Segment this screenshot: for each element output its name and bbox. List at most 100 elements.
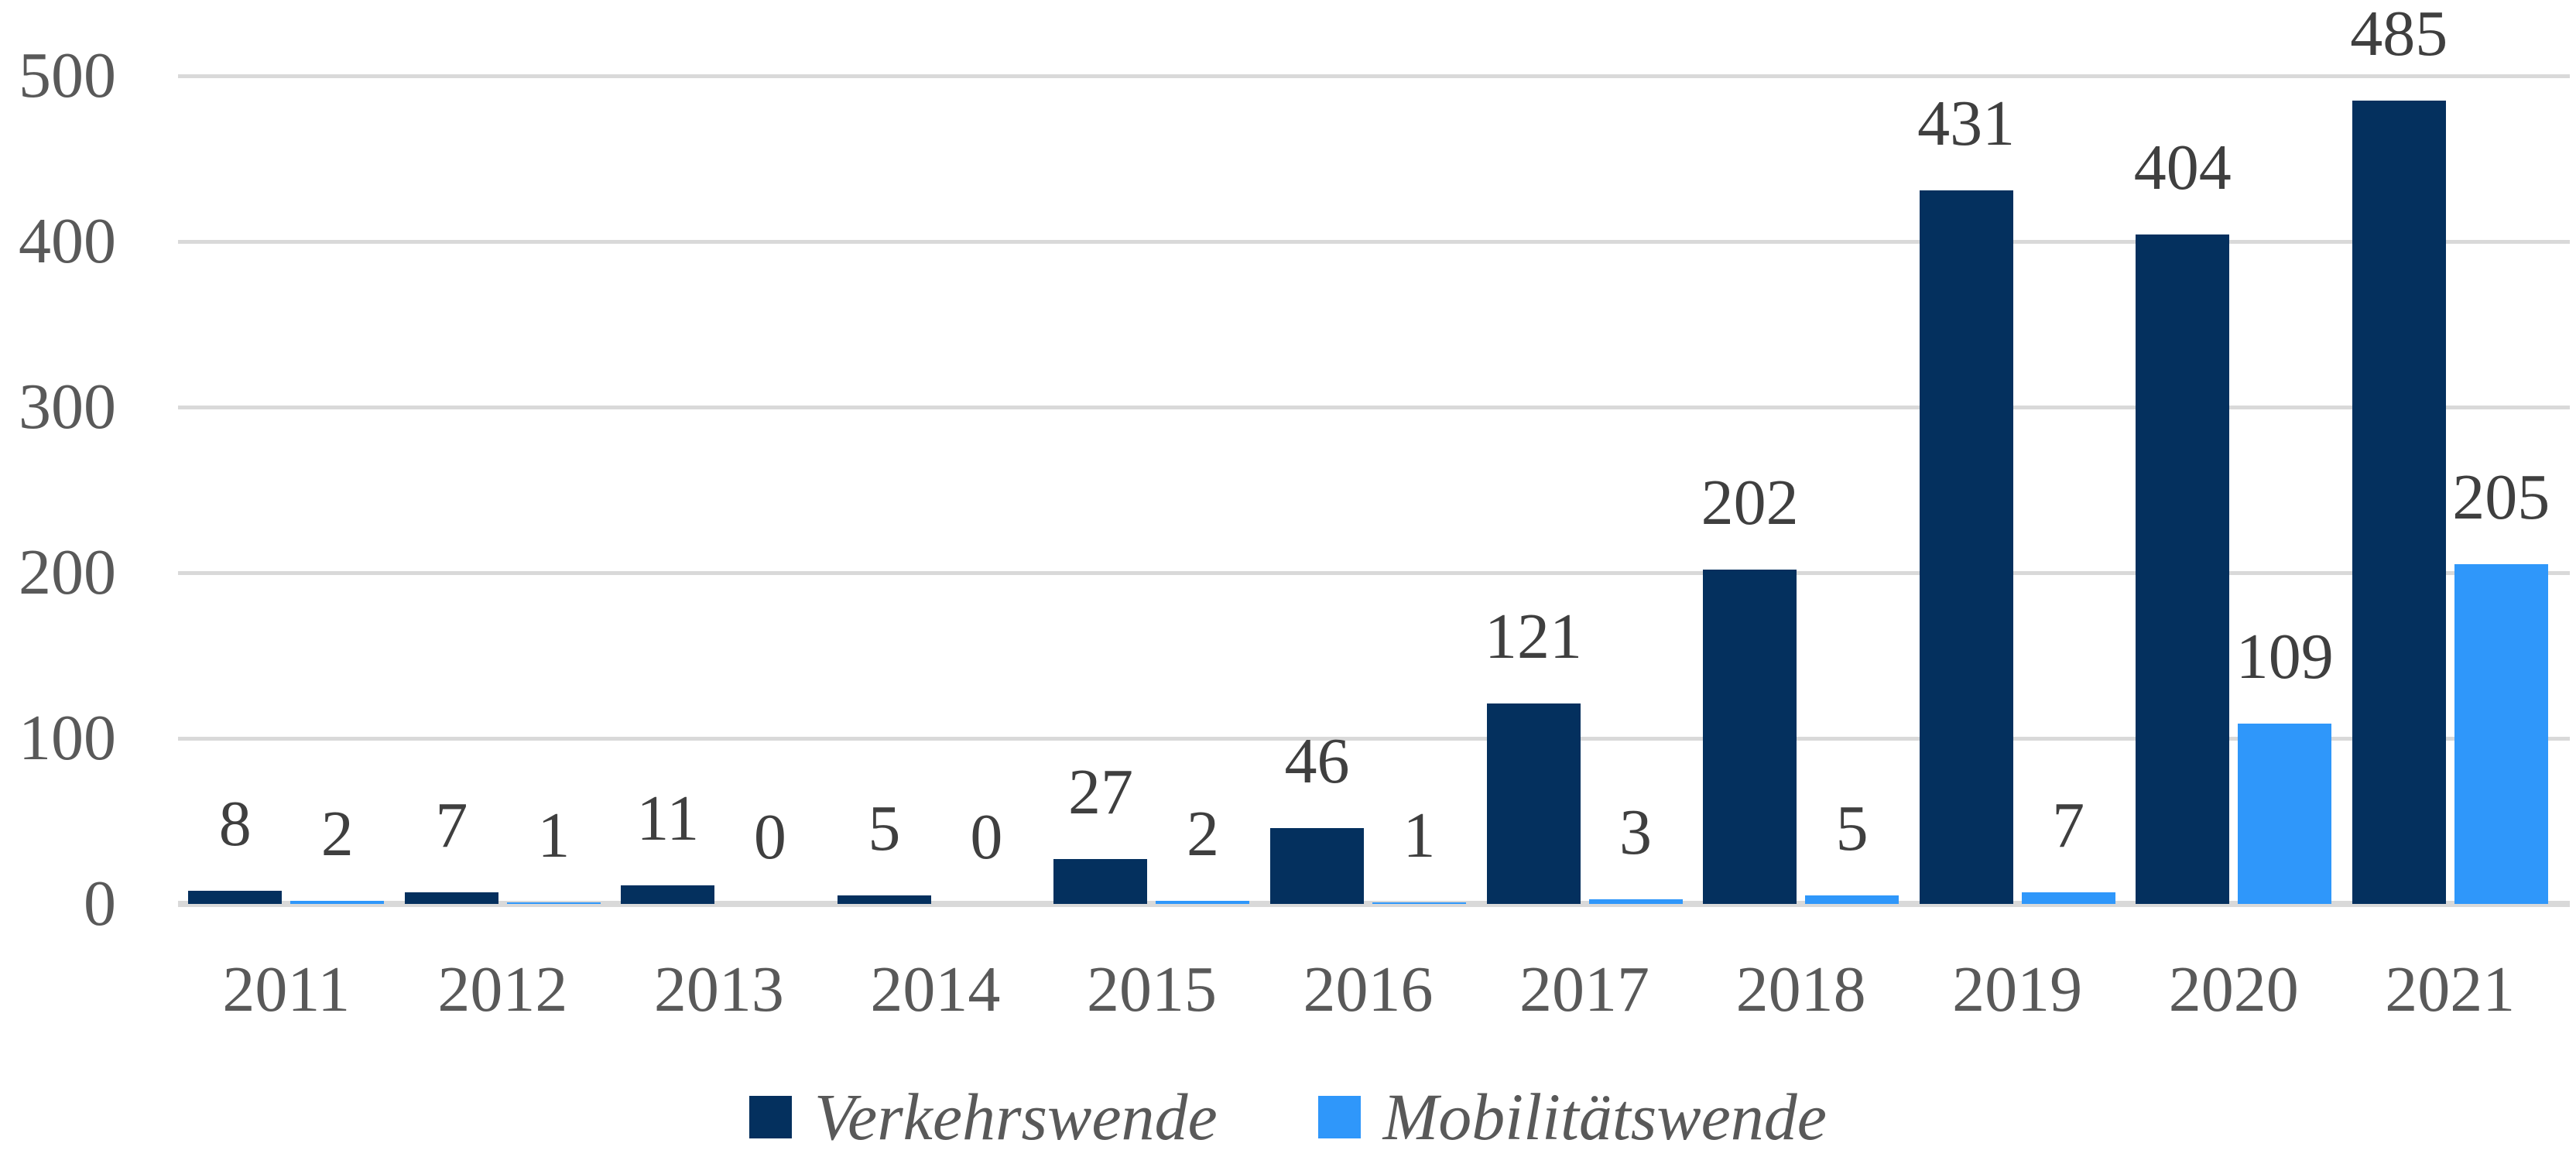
bar-column-mobilitätswende-2015: 2 (1156, 76, 1250, 904)
legend-label-verkehrswende: Verkehrswende (814, 1080, 1218, 1154)
bar-group-2019: 431 7 2019 (1909, 76, 2126, 1022)
bar-mobilitätswende-2019 (2021, 892, 2115, 904)
bar-column-mobilitätswende-2014: 0 (940, 76, 1033, 904)
bar-group-2018: 202 5 2018 (1693, 76, 1910, 1022)
x-axis-label-2015: 2015 (1086, 953, 1217, 1025)
x-axis-label-2020: 2020 (2168, 953, 2299, 1025)
legend-entry-verkehrswende: Verkehrswende (749, 1083, 1218, 1150)
y-tick-label-0: 0 (84, 868, 116, 940)
legend: Verkehrswende Mobilitätswende (0, 1083, 2576, 1150)
x-axis-label-2012: 2012 (437, 953, 568, 1025)
bar-group-2013: 11 0 2013 (611, 76, 827, 1022)
bar-verkehrswende-2011 (188, 890, 283, 904)
gridline-400 (178, 239, 2570, 244)
bar-group-2015: 27 2 2015 (1043, 76, 1260, 1022)
bar-verkehrswende-2019 (1919, 190, 2013, 904)
data-label-verkehrswende-2015: 27 (1067, 756, 1133, 829)
data-label-mobilitätswende-2020: 109 (2235, 620, 2334, 693)
data-label-verkehrswende-2012: 7 (435, 789, 468, 862)
bar-mobilitätswende-2015 (1156, 900, 1250, 904)
bar-column-verkehrswende-2014: 5 (837, 76, 931, 904)
bar-verkehrswende-2016 (1270, 827, 1364, 904)
data-label-verkehrswende-2021: 485 (2350, 0, 2448, 70)
x-axis-label-2013: 2013 (653, 953, 784, 1025)
bar-verkehrswende-2021 (2352, 101, 2446, 904)
bar-column-verkehrswende-2021: 485 (2350, 2, 2448, 904)
bar-group-2011: 8 2 2011 (178, 76, 395, 1022)
bar-verkehrswende-2015 (1053, 859, 1148, 904)
bar-mobilitätswende-2020 (2238, 723, 2332, 904)
y-tick-label-500: 500 (19, 39, 116, 111)
x-axis-label-2011: 2011 (222, 953, 351, 1025)
gridline-0 (178, 901, 2570, 907)
data-label-verkehrswende-2013: 11 (636, 782, 700, 855)
legend-entry-mobilitaetswende: Mobilitätswende (1317, 1080, 1827, 1154)
data-label-mobilitätswende-2018: 5 (1835, 792, 1869, 865)
bar-verkehrswende-2014 (837, 895, 931, 904)
bar-column-verkehrswende-2015: 27 (1053, 76, 1148, 904)
bar-group-2014: 5 0 2014 (827, 76, 1044, 1022)
data-label-verkehrswende-2017: 121 (1485, 601, 1583, 673)
data-label-mobilitätswende-2019: 7 (2052, 789, 2085, 862)
bar-mobilitätswende-2021 (2454, 564, 2548, 904)
x-axis-label-2016: 2016 (1303, 953, 1434, 1025)
x-axis-label-2017: 2017 (1519, 953, 1650, 1025)
bar-mobilitätswende-2011 (290, 900, 385, 904)
bar-column-verkehrswende-2018: 202 (1701, 76, 1799, 904)
plot-area: 8 2 2011 7 1 2012 11 0 2013 5 0 2014 27 2 2015 46 1 2016 1… (178, 2, 2558, 1022)
data-label-verkehrswende-2011: 8 (218, 787, 252, 860)
bar-verkehrswende-2018 (1703, 569, 1797, 904)
y-tick-label-400: 400 (19, 205, 116, 277)
data-label-verkehrswende-2019: 431 (1917, 87, 2016, 159)
x-axis-label-2018: 2018 (1735, 953, 1866, 1025)
bar-column-verkehrswende-2012: 7 (404, 76, 498, 904)
bar-verkehrswende-2020 (2136, 234, 2230, 904)
bar-group-2020: 404 109 2020 (2126, 76, 2342, 1022)
data-label-mobilitätswende-2012: 1 (537, 799, 570, 871)
legend-swatch-mobilitaetswende (1317, 1095, 1361, 1138)
bar-column-mobilitätswende-2011: 2 (290, 76, 385, 904)
data-label-mobilitätswende-2013: 0 (753, 801, 786, 873)
bar-column-mobilitätswende-2017: 3 (1588, 76, 1683, 904)
bar-column-mobilitätswende-2020: 109 (2235, 76, 2334, 904)
bar-column-mobilitätswende-2021: 205 (2452, 76, 2550, 904)
bar-mobilitätswende-2018 (1805, 895, 1899, 904)
x-axis-label-2014: 2014 (870, 953, 1001, 1025)
bar-group-2017: 121 3 2017 (1476, 76, 1693, 1022)
gridline-200 (178, 570, 2570, 575)
bar-mobilitätswende-2017 (1588, 899, 1683, 904)
x-axis-label-2021: 2021 (2385, 953, 2516, 1025)
legend-label-mobilitaetswende: Mobilitätswende (1382, 1080, 1827, 1154)
y-tick-label-300: 300 (19, 371, 116, 443)
data-label-mobilitätswende-2014: 0 (970, 801, 1003, 873)
y-tick-label-200: 200 (19, 536, 116, 608)
bar-group-2012: 7 1 2012 (395, 76, 611, 1022)
bar-column-mobilitätswende-2013: 0 (723, 76, 817, 904)
bar-verkehrswende-2017 (1486, 703, 1581, 904)
y-tick-label-100: 100 (19, 702, 116, 774)
gridline-500 (178, 74, 2570, 78)
data-label-verkehrswende-2014: 5 (868, 792, 901, 865)
data-label-verkehrswende-2020: 404 (2133, 132, 2232, 204)
bar-column-mobilitätswende-2019: 7 (2021, 76, 2115, 904)
data-label-mobilitätswende-2015: 2 (1186, 797, 1219, 870)
bar-column-mobilitätswende-2012: 1 (506, 76, 601, 904)
bar-column-verkehrswende-2013: 11 (621, 76, 715, 904)
bar-column-verkehrswende-2020: 404 (2133, 76, 2232, 904)
bar-verkehrswende-2012 (404, 892, 498, 904)
bar-group-2016: 46 1 2016 (1260, 76, 1477, 1022)
data-label-verkehrswende-2016: 46 (1284, 724, 1350, 797)
data-label-mobilitätswende-2017: 3 (1619, 796, 1653, 868)
bar-column-verkehrswende-2016: 46 (1270, 76, 1364, 904)
gridline-300 (178, 405, 2570, 409)
x-axis-label-2019: 2019 (1952, 953, 2083, 1025)
bar-column-verkehrswende-2019: 431 (1917, 76, 2016, 904)
data-label-mobilitätswende-2011: 2 (320, 797, 354, 870)
data-label-mobilitätswende-2016: 1 (1403, 799, 1436, 871)
bar-column-verkehrswende-2011: 8 (188, 76, 283, 904)
legend-swatch-verkehrswende (749, 1095, 793, 1138)
data-label-verkehrswende-2018: 202 (1701, 466, 1799, 539)
bar-mobilitätswende-2012 (506, 902, 601, 904)
gridline-100 (178, 736, 2570, 741)
data-label-mobilitätswende-2021: 205 (2452, 461, 2550, 534)
